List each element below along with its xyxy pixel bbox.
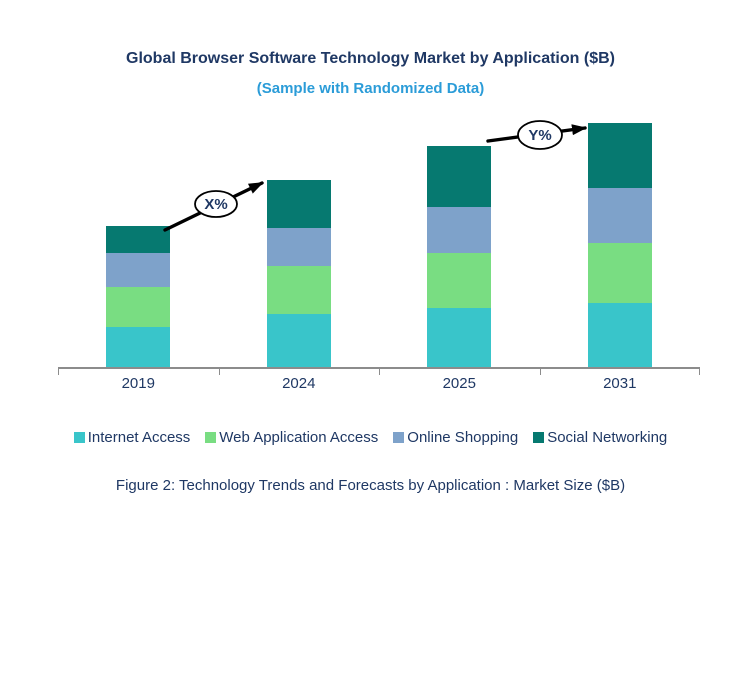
legend-swatch-social-networking <box>533 432 545 443</box>
stacked-bar-2031 <box>587 123 652 367</box>
chart-legend: Internet Access Web Application Access Onl… <box>0 429 741 446</box>
x-axis-label-2024: 2024 <box>282 375 316 392</box>
segment-internet-access-2024 <box>266 314 331 367</box>
legend-label-internet-access: Internet Access <box>87 429 191 446</box>
segment-online-shopping-2025 <box>427 207 492 253</box>
figure-caption: Figure 2: Technology Trends and Forecast… <box>115 477 626 494</box>
segment-web-application-access-2024 <box>266 266 331 314</box>
x-axis-labels: 2019 2024 2025 2031 <box>58 375 700 392</box>
legend-item-social-networking: Social Networking <box>533 429 667 446</box>
legend-swatch-online-shopping <box>393 432 405 443</box>
legend-label-social-networking: Social Networking <box>547 429 668 446</box>
x-axis-label-2019: 2019 <box>121 375 155 392</box>
bars-container <box>58 110 700 367</box>
x-axis-label-2025: 2025 <box>442 375 476 392</box>
x-axis-label-2031: 2031 <box>603 375 637 392</box>
legend-item-web-application-access: Web Application Access <box>205 429 378 446</box>
legend-item-online-shopping: Online Shopping <box>393 429 518 446</box>
segment-online-shopping-2019 <box>106 253 171 287</box>
stacked-bar-2024 <box>266 180 331 367</box>
axis-tick-2 <box>379 369 380 375</box>
axis-tick-0 <box>58 369 59 375</box>
segment-web-application-access-2025 <box>427 253 492 308</box>
legend-swatch-internet-access <box>73 432 85 443</box>
stacked-bar-2025 <box>427 146 492 367</box>
legend-item-internet-access: Internet Access <box>73 429 191 446</box>
stacked-bar-2019 <box>106 226 171 367</box>
segment-online-shopping-2024 <box>266 228 331 266</box>
legend-label-web-application-access: Web Application Access <box>219 429 379 446</box>
plot-area: X% Y% <box>58 110 700 375</box>
legend-swatch-web-application-access <box>205 432 217 443</box>
segment-web-application-access-2019 <box>106 287 171 327</box>
bar-group-2024 <box>219 110 380 367</box>
bar-group-2031 <box>540 110 701 367</box>
segment-social-networking-2024 <box>266 180 331 228</box>
axis-tick-1 <box>219 369 220 375</box>
axis-tick-3 <box>540 369 541 375</box>
segment-social-networking-2031 <box>587 123 652 188</box>
chart-title: Global Browser Software Technology Marke… <box>126 50 615 67</box>
segment-social-networking-2019 <box>106 226 171 253</box>
bar-group-2025 <box>379 110 540 367</box>
axis-tick-4 <box>699 369 700 375</box>
segment-internet-access-2031 <box>587 303 652 367</box>
segment-internet-access-2019 <box>106 327 171 367</box>
segment-social-networking-2025 <box>427 146 492 207</box>
chart-subtitle: (Sample with Randomized Data) <box>256 80 485 97</box>
segment-online-shopping-2031 <box>587 188 652 243</box>
legend-label-online-shopping: Online Shopping <box>407 429 519 446</box>
segment-internet-access-2025 <box>427 308 492 367</box>
bar-group-2019 <box>58 110 219 367</box>
segment-web-application-access-2031 <box>587 243 652 303</box>
